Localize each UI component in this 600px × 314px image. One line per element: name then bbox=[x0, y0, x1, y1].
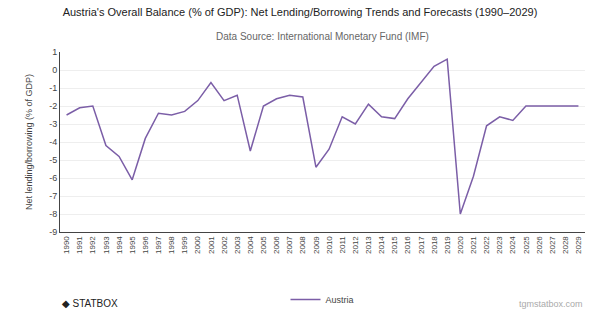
svg-text:2028: 2028 bbox=[561, 236, 570, 254]
svg-text:Data Source: International Mon: Data Source: International Monetary Fund… bbox=[216, 31, 429, 42]
svg-text:Austria: Austria bbox=[326, 295, 354, 305]
svg-text:-6: -6 bbox=[49, 173, 57, 183]
svg-text:2013: 2013 bbox=[364, 236, 373, 254]
svg-text:Austria's Overall Balance (% o: Austria's Overall Balance (% of GDP): Ne… bbox=[63, 6, 538, 18]
svg-text:2023: 2023 bbox=[495, 236, 504, 254]
svg-text:-7: -7 bbox=[49, 191, 57, 201]
svg-text:2018: 2018 bbox=[430, 236, 439, 254]
svg-text:2016: 2016 bbox=[403, 236, 412, 254]
svg-text:2002: 2002 bbox=[220, 236, 229, 254]
svg-text:-1: -1 bbox=[49, 83, 57, 93]
svg-text:2010: 2010 bbox=[325, 236, 334, 254]
svg-text:2005: 2005 bbox=[259, 236, 268, 254]
svg-text:2001: 2001 bbox=[207, 236, 216, 254]
svg-text:1995: 1995 bbox=[128, 236, 137, 254]
svg-text:2027: 2027 bbox=[548, 236, 557, 254]
svg-text:2009: 2009 bbox=[312, 236, 321, 254]
svg-text:2029: 2029 bbox=[574, 236, 583, 254]
svg-text:-2: -2 bbox=[49, 101, 57, 111]
svg-text:2012: 2012 bbox=[351, 236, 360, 254]
svg-text:-3: -3 bbox=[49, 119, 57, 129]
svg-text:1: 1 bbox=[52, 47, 57, 57]
svg-text:◆ STATBOX: ◆ STATBOX bbox=[62, 298, 118, 309]
svg-text:1993: 1993 bbox=[102, 236, 111, 254]
svg-text:1994: 1994 bbox=[115, 236, 124, 254]
svg-text:2003: 2003 bbox=[233, 236, 242, 254]
svg-text:2014: 2014 bbox=[377, 236, 386, 254]
svg-text:-5: -5 bbox=[49, 155, 57, 165]
svg-text:1992: 1992 bbox=[88, 236, 97, 254]
svg-text:-4: -4 bbox=[49, 137, 57, 147]
svg-text:2019: 2019 bbox=[443, 236, 452, 254]
svg-text:0: 0 bbox=[52, 65, 57, 75]
svg-text:-9: -9 bbox=[49, 227, 57, 237]
svg-text:1991: 1991 bbox=[75, 236, 84, 254]
svg-text:2020: 2020 bbox=[456, 236, 465, 254]
svg-text:2004: 2004 bbox=[246, 236, 255, 254]
svg-text:Net lending/borrowing (% of GD: Net lending/borrowing (% of GDP) bbox=[24, 74, 34, 210]
svg-text:2015: 2015 bbox=[390, 236, 399, 254]
svg-text:2022: 2022 bbox=[482, 236, 491, 254]
svg-text:-8: -8 bbox=[49, 209, 57, 219]
svg-text:2017: 2017 bbox=[417, 236, 426, 254]
svg-text:2011: 2011 bbox=[338, 236, 347, 254]
svg-text:2007: 2007 bbox=[285, 236, 294, 254]
svg-text:2024: 2024 bbox=[508, 236, 517, 254]
svg-text:2025: 2025 bbox=[522, 236, 531, 254]
svg-text:2008: 2008 bbox=[298, 236, 307, 254]
svg-text:tgmstatbox.com: tgmstatbox.com bbox=[519, 299, 583, 309]
svg-text:1990: 1990 bbox=[62, 236, 71, 254]
svg-text:1998: 1998 bbox=[167, 236, 176, 254]
svg-text:2026: 2026 bbox=[535, 236, 544, 254]
svg-text:1996: 1996 bbox=[141, 236, 150, 254]
svg-text:2000: 2000 bbox=[193, 236, 202, 254]
svg-text:1999: 1999 bbox=[180, 236, 189, 254]
svg-text:2006: 2006 bbox=[272, 236, 281, 254]
svg-text:2021: 2021 bbox=[469, 236, 478, 254]
svg-text:1997: 1997 bbox=[154, 236, 163, 254]
